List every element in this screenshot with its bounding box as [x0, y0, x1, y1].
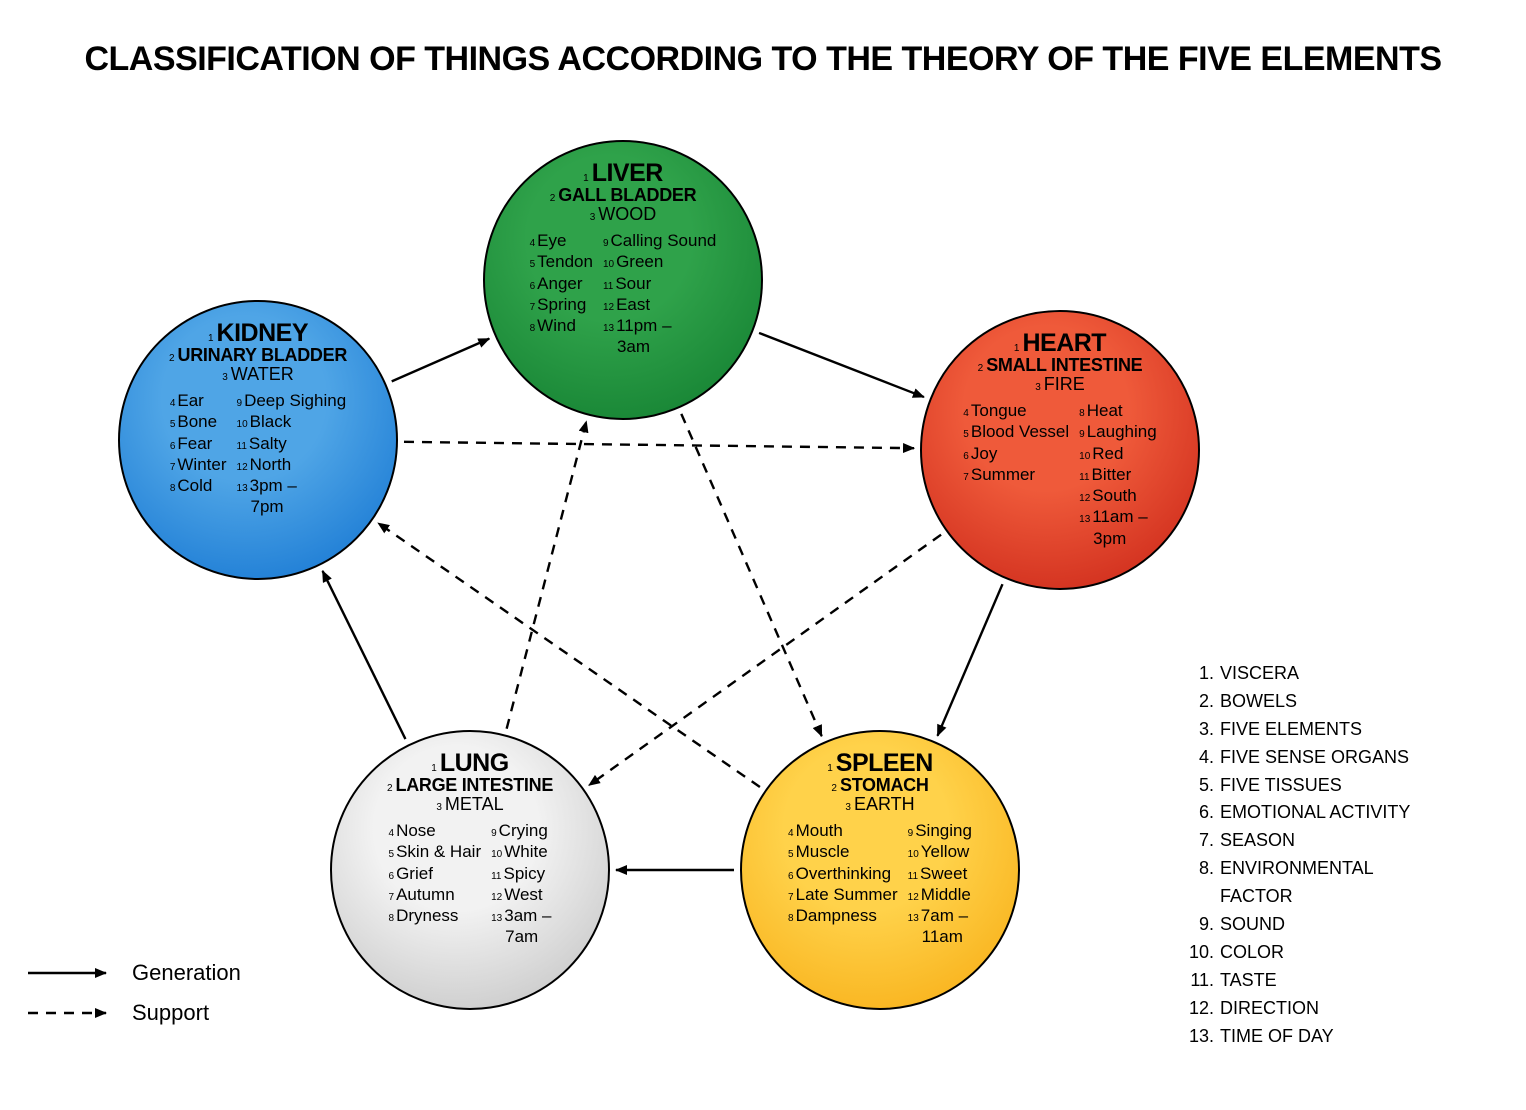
node-heart-element: FIRE — [1044, 375, 1085, 394]
node-liver-attr-5: 5Tendon — [530, 251, 593, 272]
node-lung-attr-6: 6Grief — [389, 863, 482, 884]
node-kidney: 1KIDNEY2URINARY BLADDER3WATER4Ear5Bone6F… — [118, 300, 398, 580]
node-heart-attr-9: 9Laughing — [1079, 421, 1157, 442]
node-liver-attr-12: 12East — [603, 294, 716, 315]
node-lung-attr-7: 7Autumn — [389, 884, 482, 905]
support-arrow-liver-spleen — [681, 414, 821, 736]
node-lung-attr-11: 11Spicy — [491, 863, 551, 884]
arrow-legend: Generation Support — [28, 960, 241, 1040]
node-spleen-attr-11: 11Sweet — [908, 863, 972, 884]
node-kidney-attr-5: 5Bone — [170, 411, 227, 432]
node-lung-attr-5: 5Skin & Hair — [389, 841, 482, 862]
node-heart-attr-4: 4Tongue — [963, 400, 1069, 421]
legend-key-3: 3.FIVE ELEMENTS — [1180, 716, 1410, 744]
node-kidney-attr-7: 7Winter — [170, 454, 227, 475]
node-lung-attr-8: 8Dryness — [389, 905, 482, 926]
legend-support: Support — [28, 1000, 241, 1026]
node-heart-bowels: SMALL INTESTINE — [986, 356, 1142, 375]
legend-key-13: 13.TIME OF DAY — [1180, 1023, 1410, 1051]
generation-arrow-heart-spleen — [938, 584, 1003, 736]
node-heart: 1HEART2SMALL INTESTINE3FIRE4Tongue5Blood… — [920, 310, 1200, 590]
node-heart-attr-11: 11Bitter — [1079, 464, 1157, 485]
node-liver-bowels: GALL BLADDER — [558, 186, 696, 205]
node-liver-attr-10: 10Green — [603, 251, 716, 272]
node-liver-attr-13: 1311pm – — [603, 315, 716, 336]
support-arrow-kidney-heart — [404, 442, 914, 448]
node-spleen-attr-7: 7Late Summer — [788, 884, 898, 905]
legend-key-2: 2.BOWELS — [1180, 688, 1410, 716]
legend-key-8: 8.ENVIRONMENTAL — [1180, 855, 1410, 883]
node-lung-attr-12: 12West — [491, 884, 551, 905]
node-lung-element: METAL — [445, 795, 504, 814]
node-spleen-viscera: SPLEEN — [836, 750, 933, 776]
node-heart-attr-10: 10Red — [1079, 443, 1157, 464]
legend-key-5: 5.FIVE TISSUES — [1180, 772, 1410, 800]
node-kidney-attr-6: 6Fear — [170, 433, 227, 454]
node-heart-attr-12: 12South — [1079, 485, 1157, 506]
node-lung-attr-9: 9Crying — [491, 820, 551, 841]
legend-key-11: 11.TASTE — [1180, 967, 1410, 995]
legend-key-4: 4.FIVE SENSE ORGANS — [1180, 744, 1410, 772]
node-liver-attr-9: 9Calling Sound — [603, 230, 716, 251]
legend-key-12: 12.DIRECTION — [1180, 995, 1410, 1023]
node-kidney-attr-13: 133pm – — [237, 475, 347, 496]
node-spleen-attr-13: 137am – — [908, 905, 972, 926]
legend-key-7: 7.SEASON — [1180, 827, 1410, 855]
node-spleen-attr-6: 6Overthinking — [788, 863, 898, 884]
legend-key-9: 9.SOUND — [1180, 911, 1410, 939]
generation-arrow-liver-heart — [759, 333, 924, 397]
node-kidney-attr-11: 11Salty — [237, 433, 347, 454]
node-spleen-attr-5: 5Muscle — [788, 841, 898, 862]
node-heart-attr-8: 8Heat — [1079, 400, 1157, 421]
legend-generation-label: Generation — [132, 960, 241, 986]
node-heart-attr-5: 5Blood Vessel — [963, 421, 1069, 442]
node-heart-attr-13: 1311am – — [1079, 506, 1157, 527]
node-lung-viscera: LUNG — [440, 750, 509, 776]
node-liver-element: WOOD — [598, 205, 656, 224]
node-heart-viscera: HEART — [1022, 330, 1106, 356]
node-spleen-attr-8: 8Dampness — [788, 905, 898, 926]
node-spleen-attr-4: 4Mouth — [788, 820, 898, 841]
node-lung-attr-4: 4Nose — [389, 820, 482, 841]
node-heart-attr-6: 6Joy — [963, 443, 1069, 464]
legend-key-1: 1.VISCERA — [1180, 660, 1410, 688]
node-kidney-attr-12: 12North — [237, 454, 347, 475]
legend-support-label: Support — [132, 1000, 209, 1026]
node-liver-viscera: LIVER — [592, 160, 663, 186]
node-lung-bowels: LARGE INTESTINE — [396, 776, 554, 795]
node-kidney-bowels: URINARY BLADDER — [178, 346, 348, 365]
node-kidney-viscera: KIDNEY — [217, 320, 308, 346]
node-liver-attr-6: 6Anger — [530, 273, 593, 294]
node-kidney-attr-8: 8Cold — [170, 475, 227, 496]
node-kidney-element: WATER — [231, 365, 294, 384]
node-kidney-attr-10: 10Black — [237, 411, 347, 432]
node-kidney-attr-4: 4Ear — [170, 390, 227, 411]
node-spleen: 1SPLEEN2STOMACH3EARTH4Mouth5Muscle6Overt… — [740, 730, 1020, 1010]
node-spleen-attr-10: 10Yellow — [908, 841, 972, 862]
node-liver-attr-7: 7Spring — [530, 294, 593, 315]
node-lung: 1LUNG2LARGE INTESTINE3METAL4Nose5Skin & … — [330, 730, 610, 1010]
node-lung-attr-13: 133am – — [491, 905, 551, 926]
node-spleen-bowels: STOMACH — [840, 776, 929, 795]
support-arrow-lung-liver — [507, 421, 587, 728]
node-lung-attr-10: 10White — [491, 841, 551, 862]
node-liver-attr-8: 8Wind — [530, 315, 593, 336]
node-liver-attr-11: 11Sour — [603, 273, 716, 294]
node-heart-attr-7: 7Summer — [963, 464, 1069, 485]
generation-arrow-lung-kidney — [323, 571, 406, 739]
node-kidney-attr-9: 9Deep Sighing — [237, 390, 347, 411]
node-liver: 1LIVER2GALL BLADDER3WOOD4Eye5Tendon6Ange… — [483, 140, 763, 420]
node-spleen-element: EARTH — [854, 795, 915, 814]
generation-arrow-kidney-liver — [392, 339, 490, 382]
node-liver-attr-4: 4Eye — [530, 230, 593, 251]
legend-key-10: 10.COLOR — [1180, 939, 1410, 967]
legend-key: 1.VISCERA2.BOWELS3.FIVE ELEMENTS4.FIVE S… — [1180, 660, 1410, 1050]
legend-generation: Generation — [28, 960, 241, 986]
node-spleen-attr-12: 12Middle — [908, 884, 972, 905]
diagram-canvas: CLASSIFICATION OF THINGS ACCORDING TO TH… — [0, 0, 1526, 1110]
legend-key-6: 6.EMOTIONAL ACTIVITY — [1180, 799, 1410, 827]
node-spleen-attr-9: 9Singing — [908, 820, 972, 841]
